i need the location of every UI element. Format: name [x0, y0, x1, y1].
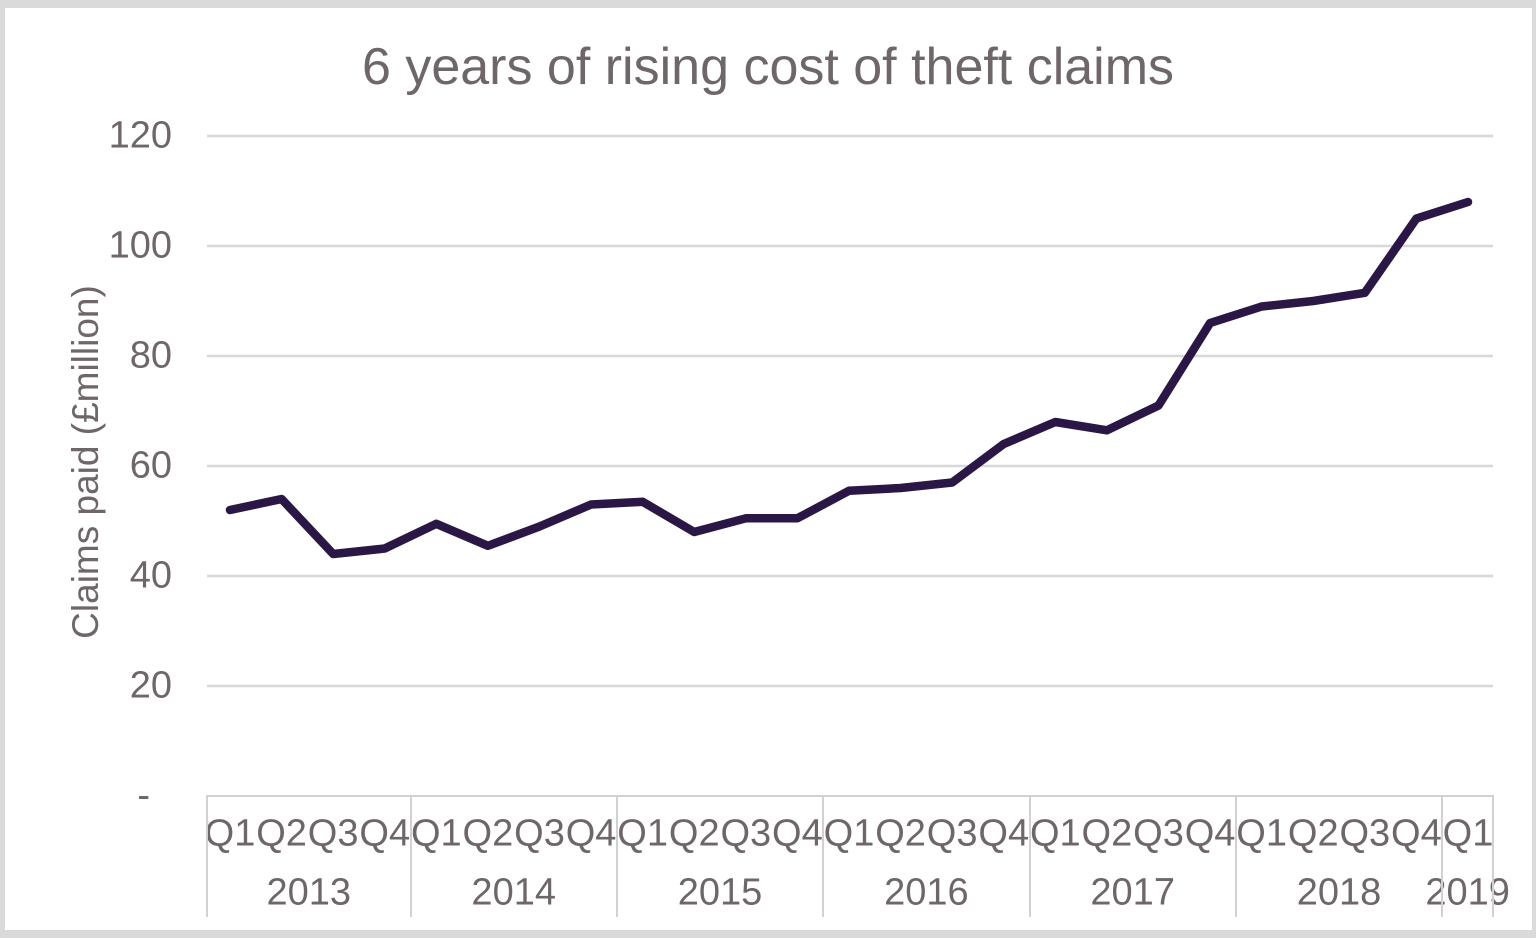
- x-quarter-label: Q1: [1029, 812, 1081, 855]
- year-divider-line: [1492, 795, 1494, 917]
- x-year-label: 2014: [471, 871, 556, 914]
- y-tick-label: 120: [108, 114, 172, 157]
- year-divider-line: [206, 795, 208, 917]
- year-divider-line: [822, 795, 825, 917]
- x-quarter-label: Q4: [1184, 812, 1236, 855]
- year-divider-line: [1028, 795, 1031, 917]
- y-tick-label: 40: [129, 554, 172, 597]
- x-year-label: 2015: [677, 871, 763, 914]
- x-quarter-label: Q4: [359, 812, 411, 855]
- x-quarter-label: Q4: [1391, 812, 1442, 855]
- gridlines: [207, 134, 1493, 688]
- x-axis-line: [207, 795, 1493, 797]
- x-year-label: 2017: [1090, 871, 1175, 914]
- x-quarter-label: Q4: [565, 812, 617, 855]
- x-quarter-label: Q2: [875, 812, 926, 855]
- y-tick-label: 100: [108, 224, 172, 267]
- year-divider-line: [1234, 795, 1237, 917]
- y-tick-label: 60: [129, 444, 172, 487]
- x-quarter-label: Q1: [410, 812, 462, 855]
- x-quarter-label: Q1: [1236, 812, 1288, 855]
- x-quarter-label: Q1: [617, 812, 669, 855]
- x-quarter-label: Q3: [514, 812, 565, 855]
- x-year-label: 2016: [884, 871, 969, 914]
- y-tick-label: 80: [129, 334, 172, 377]
- year-divider-line: [615, 795, 618, 917]
- x-quarter-label: Q2: [1081, 812, 1133, 855]
- chart-title: 6 years of rising cost of theft claims: [361, 38, 1175, 96]
- x-quarter-label: Q4: [772, 812, 823, 855]
- x-year-label: 2019: [1425, 871, 1510, 914]
- x-year-label: 2018: [1296, 871, 1382, 914]
- x-quarter-label: Q1: [204, 812, 256, 855]
- x-quarter-label: Q2: [1287, 812, 1339, 855]
- x-quarter-label: Q1: [823, 812, 875, 855]
- x-quarter-label: Q2: [462, 812, 514, 855]
- year-divider-line: [1441, 795, 1444, 917]
- x-quarter-label: Q3: [1339, 812, 1391, 855]
- year-divider-line: [409, 795, 412, 917]
- y-tick-label: -: [137, 774, 150, 817]
- x-quarter-label: Q4: [978, 812, 1030, 855]
- y-tick-label: 20: [129, 664, 172, 707]
- x-year-label: 2013: [266, 871, 352, 914]
- data-line-claims-paid: [225, 197, 1473, 559]
- x-quarter-label: Q3: [926, 812, 978, 855]
- x-quarter-label: Q1: [1442, 812, 1494, 855]
- x-quarter-label: Q2: [668, 812, 720, 855]
- x-quarter-label: Q3: [720, 812, 772, 855]
- x-quarter-label: Q2: [256, 812, 307, 855]
- x-quarter-label: Q3: [307, 812, 359, 855]
- x-quarter-label: Q3: [1133, 812, 1184, 855]
- series-group: [225, 197, 1473, 559]
